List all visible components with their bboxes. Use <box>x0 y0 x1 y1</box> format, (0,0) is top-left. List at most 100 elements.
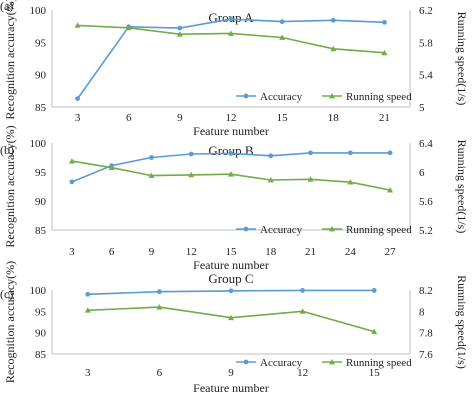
x-tick-label: 3 <box>69 246 75 258</box>
data-point <box>387 150 393 156</box>
data-point <box>381 49 388 56</box>
y2-tick-label: 6 <box>419 167 425 179</box>
y-axis-label: Recognition accuracy(%) <box>3 125 17 247</box>
data-point <box>267 176 274 183</box>
x-tick-label: 12 <box>186 246 197 258</box>
data-point <box>75 96 80 101</box>
y-tick-label: 100 <box>30 285 47 297</box>
data-point <box>157 289 162 295</box>
data-point <box>69 179 75 185</box>
legend-label-running-speed: Running speed <box>346 91 412 103</box>
legend-marker-accuracy <box>243 226 249 232</box>
data-point <box>188 171 195 178</box>
data-point <box>148 172 155 179</box>
y2-tick-label: 5.4 <box>419 70 433 82</box>
y2-tick-label: 6.4 <box>419 138 433 150</box>
x-tick-label: 6 <box>157 367 163 379</box>
y2-tick-label: 5.2 <box>419 225 433 237</box>
data-point <box>85 291 91 297</box>
panel-label: (a) <box>0 0 13 13</box>
y-tick-label: 95 <box>35 37 47 49</box>
y-tick-label: 100 <box>30 138 47 150</box>
panel-label: (b) <box>0 143 14 157</box>
y-tick-label: 95 <box>35 167 47 179</box>
y2-tick-label: 5.8 <box>419 37 433 49</box>
legend-marker-accuracy <box>243 93 249 99</box>
data-point <box>268 153 274 159</box>
data-point <box>371 288 377 293</box>
x-tick-label: 27 <box>385 246 397 258</box>
y-tick-label: 85 <box>35 102 47 114</box>
series-line-running-speed <box>77 24 385 54</box>
data-point <box>308 150 313 156</box>
y2-tick-label: 7.8 <box>419 328 433 340</box>
data-point <box>176 31 183 37</box>
data-point <box>228 314 234 321</box>
x-tick-label: 15 <box>277 112 289 124</box>
x-tick-label: 18 <box>328 112 340 124</box>
legend-label-accuracy: Accuracy <box>260 357 303 369</box>
x-tick-label: 3 <box>85 367 91 379</box>
data-point <box>228 30 234 36</box>
data-point <box>228 16 234 22</box>
data-point <box>330 17 336 23</box>
y2-tick-label: 8.2 <box>419 285 433 297</box>
x-tick-label: 21 <box>305 246 316 258</box>
x-tick-label: 9 <box>177 112 183 124</box>
data-point <box>68 158 75 164</box>
data-point <box>307 176 314 182</box>
y-axis-label: Recognition accuracy(%) <box>3 261 17 383</box>
data-point <box>156 304 163 310</box>
x-tick-label: 3 <box>75 112 81 124</box>
x-tick-label: 21 <box>379 112 390 124</box>
x-tick-label: 24 <box>345 246 357 258</box>
data-point <box>74 22 81 28</box>
data-point <box>347 150 353 156</box>
legend-label-accuracy: Accuracy <box>260 224 303 236</box>
x-tick-label: 6 <box>126 112 132 124</box>
y2-axis-label: Running speed(1/s) <box>455 275 469 369</box>
data-point <box>382 19 387 25</box>
legend-marker-accuracy <box>243 359 249 365</box>
legend-marker-running-speed <box>329 359 335 365</box>
data-point <box>228 288 234 294</box>
y-tick-label: 90 <box>35 196 47 208</box>
y-tick-label: 90 <box>35 328 47 340</box>
data-point <box>125 24 132 31</box>
legend-label-running-speed: Running speed <box>346 224 412 236</box>
x-tick-label: 15 <box>226 246 238 258</box>
x-tick-label: 6 <box>109 246 115 258</box>
data-point <box>108 164 115 171</box>
y-tick-label: 90 <box>35 70 47 82</box>
y2-tick-label: 5 <box>419 102 425 114</box>
y-tick-label: 85 <box>35 349 47 361</box>
x-tick-label: 12 <box>226 112 237 124</box>
data-point <box>228 151 234 156</box>
x-tick-label: 18 <box>265 246 277 258</box>
data-point <box>279 34 286 40</box>
y-tick-label: 95 <box>35 306 47 318</box>
chart-title: Group C <box>208 271 253 286</box>
y-tick-label: 100 <box>30 5 47 17</box>
data-point <box>330 45 337 52</box>
y-tick-label: 85 <box>35 225 47 237</box>
data-point <box>84 307 91 313</box>
data-point <box>347 179 354 185</box>
y2-tick-label: 7.6 <box>419 349 433 361</box>
legend-label-running-speed: Running speed <box>346 357 412 369</box>
legend-marker-running-speed <box>329 93 335 99</box>
x-tick-label: 9 <box>149 246 155 258</box>
x-axis-label: Feature number <box>193 124 269 138</box>
data-point <box>177 25 183 31</box>
legend-marker-running-speed <box>329 226 335 232</box>
data-point <box>149 155 154 160</box>
data-point <box>299 308 306 314</box>
x-axis-label: Feature number <box>193 258 269 272</box>
data-point <box>228 171 234 177</box>
data-point <box>387 187 394 193</box>
y2-tick-label: 8 <box>419 306 425 318</box>
x-axis-label: Feature number <box>193 381 269 395</box>
